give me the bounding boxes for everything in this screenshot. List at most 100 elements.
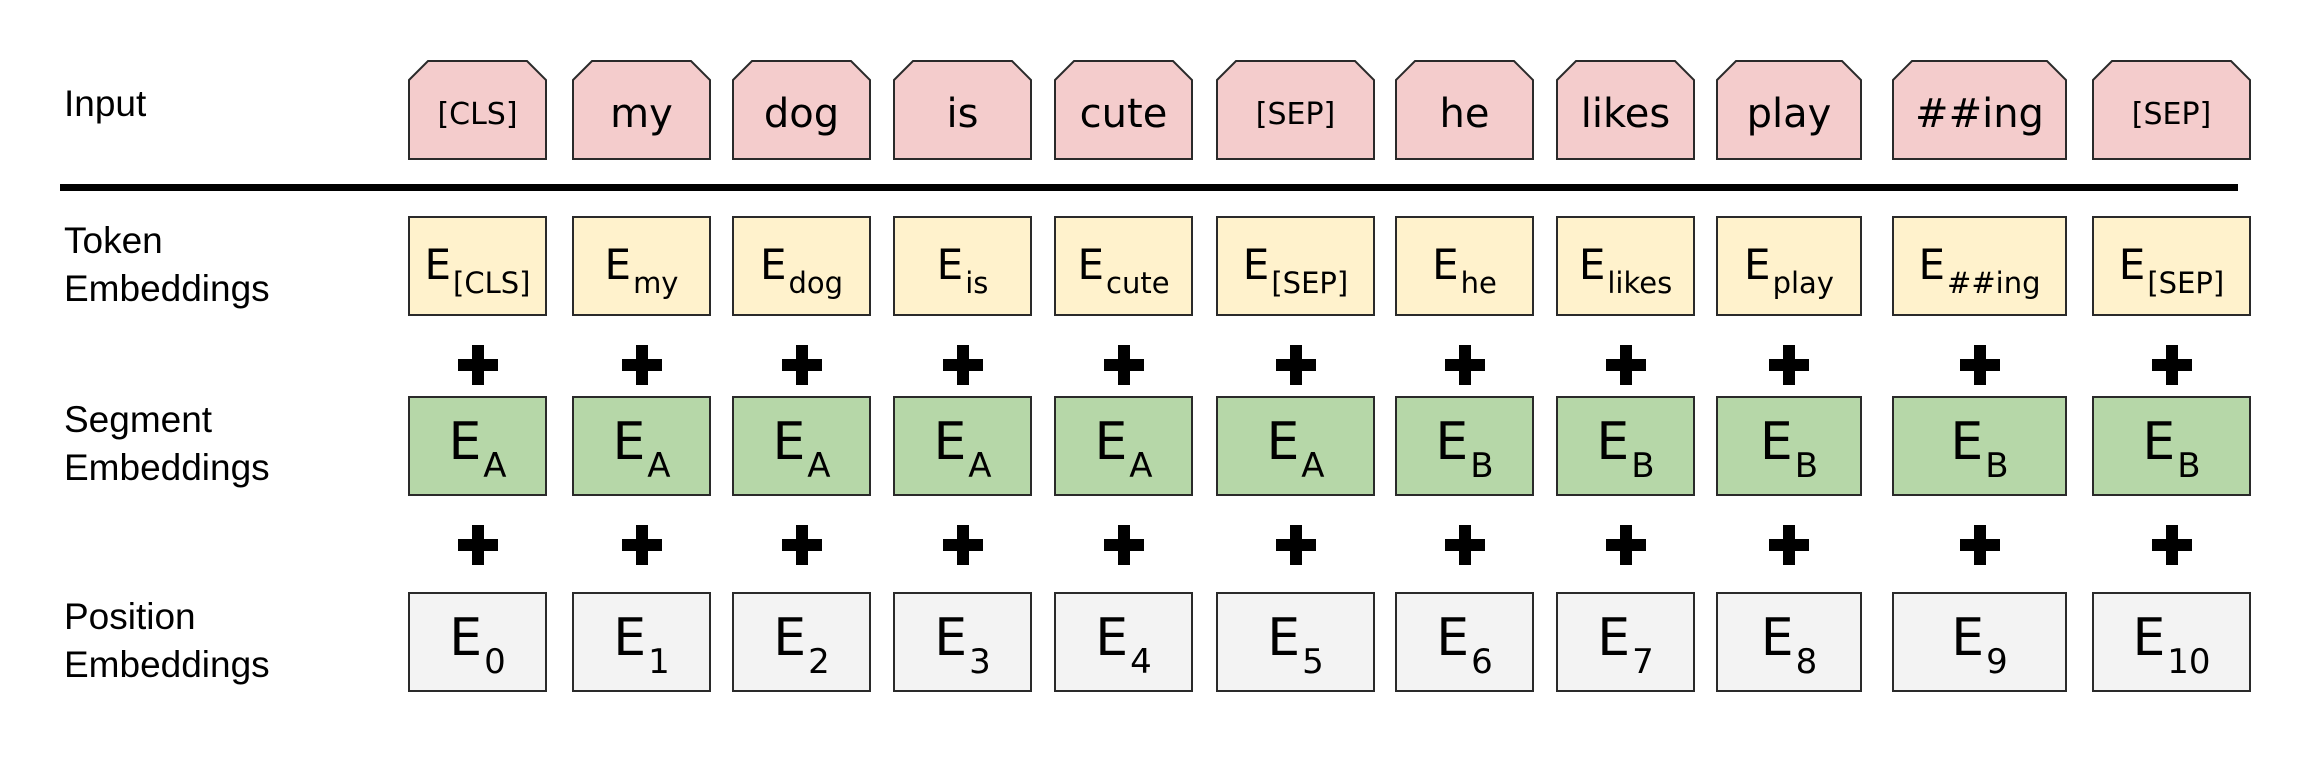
input-row-label: Input bbox=[64, 80, 146, 128]
token-embedding-7-subscript: likes bbox=[1607, 265, 1673, 300]
plus-icon bbox=[1769, 345, 1809, 385]
plus-icon bbox=[1103, 345, 1144, 385]
plus-icon bbox=[621, 345, 662, 385]
position-label-line-1: Position bbox=[64, 596, 196, 637]
plus-icon bbox=[2151, 345, 2192, 385]
segment-embeddings-label: Segment Embeddings bbox=[64, 396, 270, 492]
input-token-10: [SEP] bbox=[2092, 60, 2251, 160]
token-label-line-2: Embeddings bbox=[64, 268, 270, 309]
position-embedding-3-subscript: 3 bbox=[969, 642, 991, 682]
plus-icon bbox=[781, 525, 822, 565]
position-embedding-3: E3 bbox=[893, 592, 1032, 692]
position-embedding-1: E1 bbox=[572, 592, 711, 692]
input-label-text: Input bbox=[64, 83, 147, 124]
plus-icon bbox=[942, 525, 983, 565]
segment-embedding-1: EA bbox=[572, 396, 711, 496]
segment-embedding-6-subscript: B bbox=[1470, 446, 1494, 486]
plus-icon bbox=[1103, 525, 1144, 565]
segment-embedding-0: EA bbox=[408, 396, 547, 496]
segment-label-line-1: Segment bbox=[64, 399, 213, 440]
segment-embedding-10-prefix: E bbox=[2142, 412, 2176, 472]
position-embedding-9-subscript: 9 bbox=[1986, 642, 2008, 682]
token-embedding-6-subscript: he bbox=[1460, 265, 1497, 300]
input-token-text-2: dog bbox=[763, 91, 840, 137]
segment-embedding-4-prefix: E bbox=[1094, 412, 1128, 472]
plus-icon bbox=[457, 345, 498, 385]
token-embedding-4-subscript: cute bbox=[1106, 265, 1170, 300]
input-token-1: my bbox=[572, 60, 711, 160]
position-embedding-5-subscript: 5 bbox=[1302, 642, 1324, 682]
segment-embedding-5: EA bbox=[1216, 396, 1375, 496]
token-embedding-4-label: Ecute bbox=[1077, 240, 1169, 300]
token-embedding-0-prefix: E bbox=[424, 239, 452, 289]
plus-icon bbox=[1769, 525, 1809, 565]
position-embedding-10-label: E10 bbox=[2132, 608, 2210, 682]
input-token-text-10: [SEP] bbox=[2131, 96, 2212, 132]
plus-icon bbox=[1959, 345, 2000, 385]
plus-icon bbox=[2151, 525, 2192, 565]
position-embedding-5-label: E5 bbox=[1267, 608, 1324, 682]
token-embedding-1-subscript: my bbox=[633, 265, 679, 300]
position-embedding-8: E8 bbox=[1716, 592, 1862, 692]
segment-embedding-2: EA bbox=[732, 396, 871, 496]
input-token-text-9: ##ing bbox=[1915, 91, 2044, 137]
plus-icon bbox=[621, 525, 662, 565]
position-embedding-9-prefix: E bbox=[1951, 608, 1985, 668]
segment-embedding-9-label: EB bbox=[1950, 412, 2008, 486]
plus-icon bbox=[1444, 345, 1485, 385]
input-token-text-8: play bbox=[1746, 91, 1832, 137]
position-embedding-7-subscript: 7 bbox=[1632, 642, 1654, 682]
position-embedding-3-prefix: E bbox=[934, 608, 968, 668]
position-embedding-5-prefix: E bbox=[1267, 608, 1301, 668]
position-embedding-0-subscript: 0 bbox=[484, 642, 506, 682]
segment-label-line-2: Embeddings bbox=[64, 447, 270, 488]
token-embeddings-label: Token Embeddings bbox=[64, 217, 270, 313]
token-embedding-2: Edog bbox=[732, 216, 871, 316]
position-embedding-5: E5 bbox=[1216, 592, 1375, 692]
token-embedding-5-prefix: E bbox=[1242, 239, 1270, 289]
plus-icon bbox=[1275, 345, 1316, 385]
token-embedding-5: E[SEP] bbox=[1216, 216, 1375, 316]
position-embedding-9-label: E9 bbox=[1951, 608, 2008, 682]
input-token-4: cute bbox=[1054, 60, 1193, 160]
input-token-8: play bbox=[1716, 60, 1862, 160]
token-embedding-8-label: Eplay bbox=[1744, 239, 1834, 300]
segment-embedding-3-label: EA bbox=[933, 412, 991, 486]
position-embedding-4: E4 bbox=[1054, 592, 1193, 692]
position-embedding-8-subscript: 8 bbox=[1795, 642, 1818, 682]
segment-embedding-6: EB bbox=[1395, 396, 1534, 496]
token-embedding-2-subscript: dog bbox=[788, 265, 844, 300]
plus-icon bbox=[1275, 525, 1316, 565]
segment-embedding-2-label: EA bbox=[772, 412, 830, 486]
position-embedding-6-prefix: E bbox=[1436, 608, 1470, 668]
token-embedding-7-prefix: E bbox=[1578, 239, 1606, 289]
position-embedding-6: E6 bbox=[1395, 592, 1534, 692]
token-embedding-0-subscript: [CLS] bbox=[453, 265, 531, 300]
token-embedding-2-label: Edog bbox=[760, 240, 843, 300]
token-embedding-10-label: E[SEP] bbox=[2119, 240, 2224, 300]
segment-embedding-10: EB bbox=[2092, 396, 2251, 496]
segment-embedding-8-subscript: B bbox=[1794, 446, 1819, 486]
position-embedding-2: E2 bbox=[732, 592, 871, 692]
plus-icon bbox=[1444, 525, 1485, 565]
position-embedding-7-label: E7 bbox=[1597, 608, 1654, 682]
input-token-text-6: he bbox=[1439, 91, 1490, 137]
position-embeddings-label: Position Embeddings bbox=[64, 593, 270, 689]
position-embedding-1-subscript: 1 bbox=[648, 642, 670, 682]
token-embedding-1: Emy bbox=[572, 216, 711, 316]
position-embedding-4-subscript: 4 bbox=[1130, 642, 1152, 682]
token-embedding-7-label: Elikes bbox=[1578, 239, 1672, 300]
token-embedding-8-prefix: E bbox=[1744, 239, 1771, 289]
segment-embedding-1-prefix: E bbox=[612, 412, 646, 472]
token-embedding-3-label: Eis bbox=[937, 240, 989, 300]
segment-embedding-7: EB bbox=[1556, 396, 1695, 496]
position-embedding-7: E7 bbox=[1556, 592, 1695, 692]
position-embedding-0-label: E0 bbox=[449, 608, 506, 682]
token-embedding-9: E##ing bbox=[1892, 216, 2067, 316]
input-token-0: [CLS] bbox=[408, 60, 547, 160]
plus-icon bbox=[457, 525, 498, 565]
position-embedding-8-prefix: E bbox=[1760, 608, 1794, 668]
token-embedding-3-subscript: is bbox=[965, 265, 989, 300]
input-token-7: likes bbox=[1556, 60, 1695, 160]
segment-embedding-10-subscript: B bbox=[2177, 446, 2201, 486]
